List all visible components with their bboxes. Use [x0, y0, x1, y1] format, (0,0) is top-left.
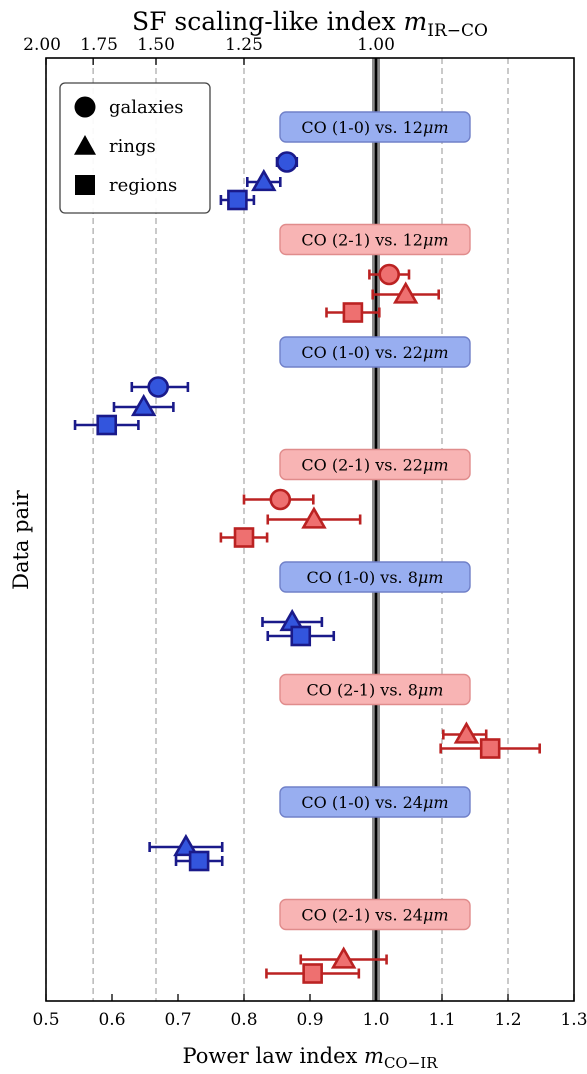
- data-pair-label: CO (1-0) vs. 22μm: [301, 343, 448, 362]
- data-pair-label-box: [279, 898, 471, 931]
- galaxy-marker: [147, 376, 169, 398]
- data-pair-group: CO (2-1) vs. 8μm: [279, 673, 541, 759]
- data-pair-label: CO (2-1) vs. 22μm: [301, 456, 448, 475]
- galaxy-marker: [269, 488, 292, 511]
- ring-marker: [301, 506, 327, 529]
- x-axis-title-subscript: CO−IR: [384, 1054, 438, 1072]
- data-pair-group: CO (2-1) vs. 12μm: [279, 223, 471, 323]
- data-pair-label-box: [279, 673, 471, 706]
- ring-marker: [330, 946, 357, 969]
- x-tick-label: 0.6: [98, 1010, 125, 1030]
- top-tick-label: 1.25: [225, 35, 263, 55]
- data-pair-label-box: [279, 223, 471, 256]
- data-pair-label-box: [279, 448, 471, 481]
- data-pair-label-box: [279, 111, 471, 143]
- galaxy-marker: [378, 263, 401, 286]
- y-axis-title: Data pair: [9, 489, 33, 590]
- top-tick-label: 1.50: [137, 35, 175, 55]
- ring-marker: [130, 393, 157, 417]
- x-tick-label: 1.3: [560, 1010, 587, 1030]
- x-tick-label: 0.9: [296, 1010, 323, 1030]
- ring-marker: [392, 281, 419, 304]
- axis-ticks: 0.5 0.6 0.7 0.8 0.9 1.0 1.1 1.2 1.3 2.00 1.75 1.50 1…: [23, 35, 587, 1030]
- top-tick-label: 2.00: [23, 35, 61, 55]
- top-axis-title-symbol: m: [404, 7, 428, 36]
- region-marker: [227, 189, 248, 211]
- region-marker: [479, 738, 501, 759]
- region-marker: [188, 850, 210, 872]
- x-axis-title-text: Power law index: [182, 1044, 364, 1068]
- galaxy-marker: [276, 151, 298, 173]
- data-pair-group: CO (1-0) vs. 8μm: [261, 561, 471, 647]
- data-pair-label: CO (1-0) vs. 8μm: [307, 568, 444, 587]
- data-pair-group: CO (1-0) vs. 24μm: [148, 786, 471, 872]
- data-pair-label: CO (2-1) vs. 24μm: [301, 906, 448, 925]
- data-pair-label-box: [279, 336, 471, 368]
- data-pair-label: CO (2-1) vs. 8μm: [307, 681, 444, 700]
- top-axis-title: SF scaling-like index mIR−CO: [132, 7, 488, 41]
- data-pair-label-box: [279, 786, 471, 818]
- x-tick-label: 0.7: [164, 1010, 191, 1030]
- x-tick-label: 1.1: [428, 1010, 455, 1030]
- ring-marker: [251, 168, 277, 192]
- top-tick-label: 1.00: [357, 35, 395, 55]
- top-axis-title-subscript: IR−CO: [427, 21, 488, 41]
- legend-label: rings: [109, 136, 156, 157]
- x-tick-label: 0.8: [230, 1010, 257, 1030]
- legend: galaxies rings regions: [59, 82, 211, 214]
- top-tick-label: 1.75: [80, 35, 118, 55]
- ring-marker: [453, 721, 480, 744]
- region-marker: [342, 302, 364, 323]
- data-pair-group: CO (1-0) vs. 12μm: [219, 111, 471, 211]
- x-tick-label: 1.0: [362, 1010, 389, 1030]
- legend-label: regions: [109, 175, 177, 196]
- data-pair-group: CO (2-1) vs. 22μm: [219, 448, 471, 548]
- data-groups: CO (1-0) vs. 12μm CO (2-1) vs. 12μm CO (1-…: [73, 111, 541, 984]
- data-pair-label-box: [279, 561, 471, 593]
- x-tick-label: 1.2: [494, 1010, 521, 1030]
- legend-triangle-icon: [74, 135, 96, 155]
- ring-marker: [173, 833, 199, 857]
- legend-label: galaxies: [109, 97, 184, 118]
- legend-box: [59, 82, 211, 214]
- x-tick-label: 0.5: [32, 1010, 59, 1030]
- region-marker: [233, 527, 255, 548]
- data-pair-group: CO (1-0) vs. 22μm: [73, 336, 471, 436]
- region-marker: [96, 414, 118, 436]
- data-pair-label: CO (2-1) vs. 12μm: [301, 231, 448, 250]
- data-pair-label: CO (1-0) vs. 24μm: [301, 793, 448, 812]
- x-axis-title-symbol: m: [364, 1044, 384, 1068]
- region-marker: [302, 963, 323, 984]
- data-pair-label: CO (1-0) vs. 12μm: [301, 118, 448, 137]
- legend-circle-icon: [74, 96, 96, 118]
- region-marker: [290, 625, 312, 647]
- x-axis-title: Power law index mCO−IR: [182, 1044, 438, 1072]
- data-pair-group: CO (2-1) vs. 24μm: [265, 898, 471, 984]
- top-axis-title-text: SF scaling-like index: [132, 7, 404, 36]
- legend-square-icon: [75, 175, 95, 195]
